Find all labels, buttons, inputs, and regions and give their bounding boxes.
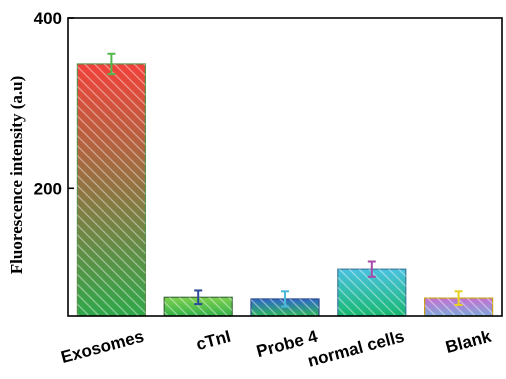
error-bar-blank <box>454 290 463 306</box>
error-bar-exosomes <box>107 52 116 76</box>
bar-hatch-ctni <box>164 297 233 316</box>
x-tick-label: Exosomes <box>59 327 146 367</box>
y-tick-label: 400 <box>34 9 62 28</box>
bars-group <box>76 63 494 317</box>
plot-frame <box>67 17 503 317</box>
error-bar-normal-cells <box>367 260 376 278</box>
x-tick-label: cTnI <box>194 327 233 354</box>
bar-hatch-exosomes <box>77 63 146 316</box>
error-bars-group <box>107 52 463 308</box>
error-bar-probe-4 <box>281 290 289 308</box>
x-tick-label: Blank <box>444 327 494 357</box>
x-tick-label: normal cells <box>306 327 407 371</box>
y-tick-label: 200 <box>34 179 62 198</box>
axes-group <box>67 17 503 317</box>
error-bar-ctni <box>194 289 203 306</box>
y-axis-label: Fluorescence intensity (a.u) <box>7 76 26 274</box>
bar-hatch-blank <box>424 298 493 316</box>
